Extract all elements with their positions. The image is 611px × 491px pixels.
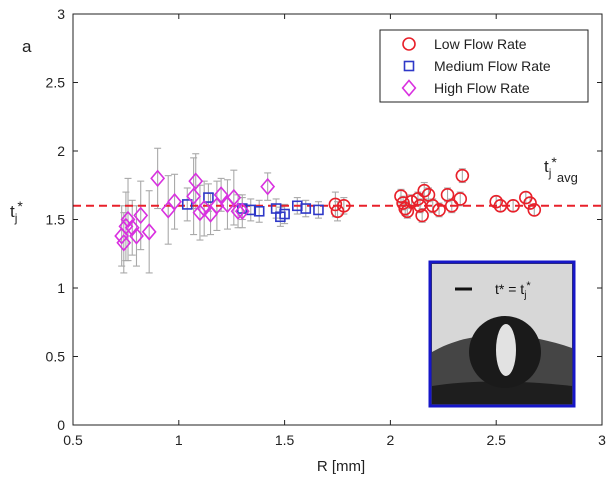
x-tick-label: 2 bbox=[387, 432, 395, 448]
data-point-diamond bbox=[213, 186, 229, 204]
data-point-diamond bbox=[188, 172, 204, 190]
data-point-circle bbox=[404, 194, 419, 209]
y-tick-label: 2.5 bbox=[46, 75, 66, 91]
inset-legend-superscript: * bbox=[526, 280, 531, 292]
data-point-square bbox=[279, 208, 290, 220]
data-point-diamond bbox=[234, 202, 250, 221]
data-point-circle bbox=[444, 199, 459, 213]
legend-label: Low Flow Rate bbox=[434, 36, 527, 52]
x-tick-label: 1 bbox=[175, 432, 183, 448]
data-point-diamond bbox=[150, 169, 166, 188]
x-tick-label: 1.5 bbox=[275, 432, 295, 448]
x-tick-label: 2.5 bbox=[486, 432, 506, 448]
data-point-diamond bbox=[167, 192, 182, 211]
data-point-circle bbox=[523, 196, 537, 210]
y-tick-label: 0.5 bbox=[46, 349, 66, 365]
data-point-diamond bbox=[196, 199, 212, 218]
data-point-diamond bbox=[186, 187, 202, 205]
data-point-circle bbox=[415, 208, 429, 223]
inset-droplet-highlight bbox=[496, 324, 516, 376]
legend-items: Low Flow Rate Medium Flow Rate High Flow R… bbox=[401, 36, 551, 97]
inset-substrate bbox=[432, 381, 572, 404]
data-markers bbox=[114, 168, 542, 252]
inset-legend-subscript: j bbox=[523, 290, 526, 301]
data-point-circle bbox=[453, 192, 468, 206]
inset-photo: t* = tj* bbox=[428, 260, 576, 408]
average-label: tj*avg bbox=[544, 154, 578, 185]
y-tick-label: 3 bbox=[57, 6, 65, 22]
average-label-subscript: j bbox=[548, 166, 552, 180]
legend-label: Medium Flow Rate bbox=[434, 58, 551, 74]
data-point-circle bbox=[394, 189, 408, 204]
average-label-avg: avg bbox=[557, 170, 578, 185]
data-point-circle bbox=[337, 199, 351, 213]
y-tick-label: 2 bbox=[57, 143, 65, 159]
data-point-diamond bbox=[192, 203, 208, 222]
data-point-square bbox=[203, 192, 214, 203]
y-tick-label: 0 bbox=[57, 417, 65, 433]
average-label-superscript: * bbox=[551, 154, 557, 170]
legend: Low Flow Rate Medium Flow Rate High Flow R… bbox=[379, 29, 589, 103]
y-axis-label-subscript: j bbox=[14, 211, 18, 225]
legend-marker-diamond bbox=[401, 79, 417, 97]
data-point-diamond bbox=[120, 210, 136, 229]
legend-marker-circle bbox=[402, 37, 416, 51]
x-axis-label: R [mm] bbox=[317, 458, 365, 475]
inset-legend-text: t* = tj* bbox=[495, 280, 531, 301]
data-point-circle bbox=[417, 183, 432, 198]
y-axis-label: tj* bbox=[10, 198, 23, 225]
data-point-circle bbox=[455, 168, 470, 183]
data-point-diamond bbox=[133, 206, 149, 225]
data-point-diamond bbox=[260, 177, 276, 196]
data-point-diamond bbox=[124, 218, 140, 237]
data-point-circle bbox=[506, 199, 520, 213]
legend-marker-square bbox=[403, 60, 415, 72]
legend-label: High Flow Rate bbox=[434, 80, 530, 96]
data-point-circle bbox=[527, 203, 542, 217]
inset-legend-main: t* = t bbox=[495, 281, 524, 297]
data-point-diamond bbox=[141, 223, 157, 241]
y-tick-label: 1 bbox=[57, 280, 65, 296]
data-point-square bbox=[253, 205, 265, 217]
average-label-main: t bbox=[544, 157, 549, 176]
data-point-square bbox=[181, 199, 193, 210]
x-tick-label: 3 bbox=[598, 432, 606, 448]
y-tick-label: 1.5 bbox=[46, 212, 66, 228]
data-point-circle bbox=[328, 197, 343, 212]
x-tick-label: 0.5 bbox=[63, 432, 83, 448]
data-point-diamond bbox=[129, 227, 144, 245]
data-point-diamond bbox=[230, 202, 246, 221]
data-point-diamond bbox=[226, 188, 242, 207]
data-point-square bbox=[313, 204, 324, 216]
data-point-circle bbox=[432, 203, 446, 217]
panel-label: a bbox=[22, 37, 32, 56]
axis-ticks: 0.5 1 1.5 2 2.5 300.511.522.53 bbox=[46, 6, 607, 448]
y-axis-label-superscript: * bbox=[17, 198, 23, 214]
y-axis-label-main: t bbox=[10, 202, 15, 221]
data-point-circle bbox=[489, 194, 504, 209]
data-point-square bbox=[300, 203, 312, 214]
data-point-diamond bbox=[116, 234, 132, 252]
